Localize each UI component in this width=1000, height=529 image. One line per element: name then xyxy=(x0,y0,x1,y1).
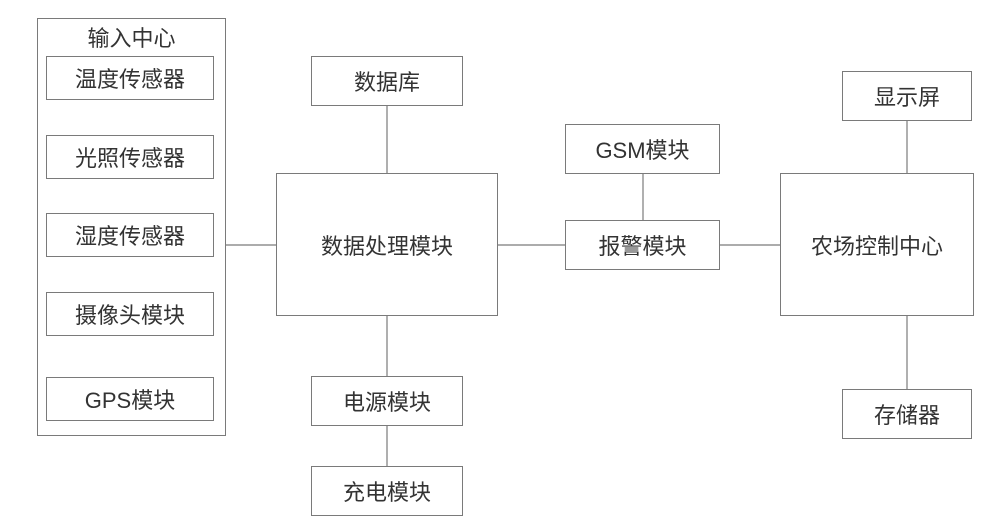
node-display: 显示屏 xyxy=(842,71,972,121)
input-item-temperature: 温度传感器 xyxy=(46,56,214,100)
node-processing: 数据处理模块 xyxy=(276,173,498,316)
input-item-gps: GPS模块 xyxy=(46,377,214,421)
node-alarm: 报警模块 xyxy=(565,220,720,270)
input-item-camera: 摄像头模块 xyxy=(46,292,214,336)
node-storage: 存储器 xyxy=(842,389,972,439)
node-database: 数据库 xyxy=(311,56,463,106)
node-control-center: 农场控制中心 xyxy=(780,173,974,316)
node-gsm: GSM模块 xyxy=(565,124,720,174)
diagram-canvas: 输入中心 温度传感器 光照传感器 湿度传感器 摄像头模块 GPS模块 数据库 数… xyxy=(0,0,1000,529)
input-item-light: 光照传感器 xyxy=(46,135,214,179)
input-center-title: 输入中心 xyxy=(37,22,226,52)
node-charging: 充电模块 xyxy=(311,466,463,516)
input-item-humidity: 湿度传感器 xyxy=(46,213,214,257)
node-power: 电源模块 xyxy=(311,376,463,426)
